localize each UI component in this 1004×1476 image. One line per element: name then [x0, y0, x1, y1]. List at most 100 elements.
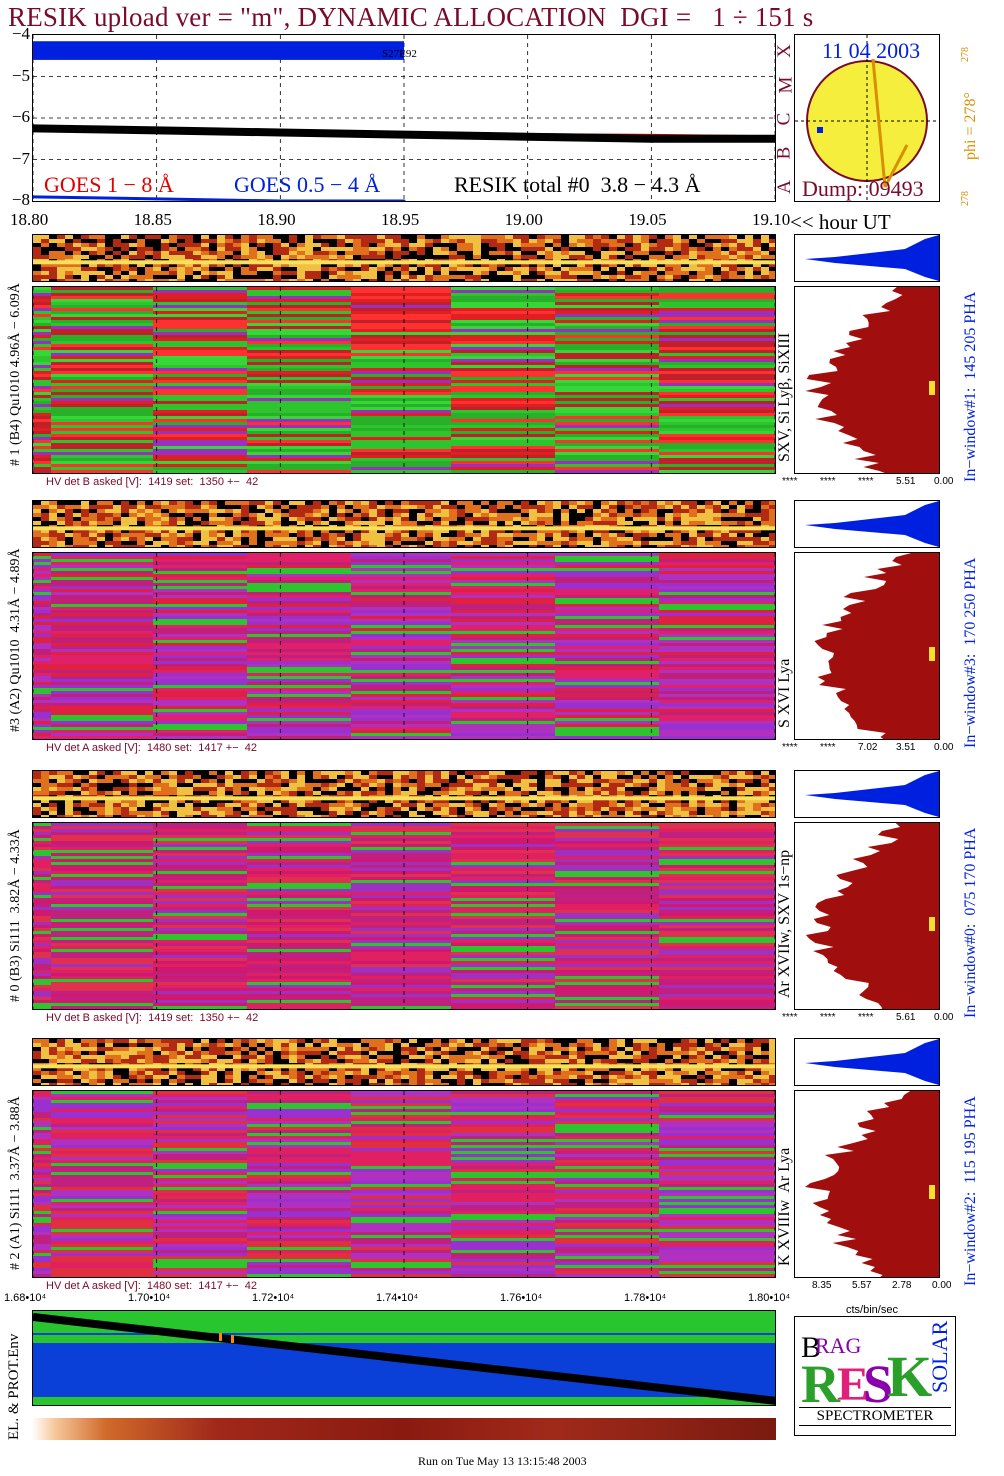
top-strip-cell [41, 521, 49, 525]
top-strip-cell [649, 267, 657, 271]
top-strip-cell [505, 279, 513, 281]
spectrogram-band [555, 335, 659, 338]
spectrogram-band [659, 470, 775, 473]
top-strip-cell [633, 799, 641, 803]
spectrogram-band [351, 589, 451, 592]
top-strip-cell [681, 235, 689, 239]
spectrogram-band [451, 565, 555, 568]
top-strip-cell [33, 779, 41, 783]
spectrogram-band [33, 377, 51, 380]
spectrogram-band [451, 583, 555, 586]
spectrogram-band [247, 446, 351, 449]
spectrogram-band [33, 697, 51, 700]
top-strip-cell [569, 521, 577, 525]
spectrogram-band [555, 892, 659, 895]
top-strip-cell [297, 779, 305, 783]
top-strip-cell [49, 263, 57, 267]
top-strip-cell [97, 545, 105, 547]
top-strip-cell [393, 783, 401, 787]
top-strip-cell [297, 807, 305, 811]
top-strip-cell [585, 267, 593, 271]
spectrogram-band [51, 302, 153, 305]
top-strip-cell [57, 533, 65, 537]
top-strip-cell [649, 251, 657, 255]
top-strip-cell [745, 517, 753, 521]
spectrogram-band [33, 952, 51, 955]
top-strip-cell [49, 501, 57, 505]
spectrogram-band [351, 946, 451, 949]
spectrogram-band [555, 353, 659, 356]
spectrogram-band [659, 694, 775, 697]
top-strip-cell [657, 529, 665, 533]
top-strip-cell [521, 279, 529, 281]
top-strip-cell [553, 783, 561, 787]
spectrogram-band [247, 556, 351, 559]
top-strip-cell [585, 251, 593, 255]
top-strip-cell [361, 775, 369, 779]
top-strip-cell [617, 275, 625, 279]
spectrogram-band [153, 619, 247, 622]
top-strip-cell [249, 537, 257, 541]
top-strip-cell [537, 533, 545, 537]
top-strip-cell [97, 537, 105, 541]
top-strip-cell [89, 263, 97, 267]
spectrogram-band [351, 874, 451, 877]
spectrogram-band [451, 598, 555, 601]
top-strip-cell [57, 811, 65, 815]
spectrogram-band [51, 637, 153, 640]
top-strip-cell [737, 529, 745, 533]
top-strip-cell [129, 787, 137, 791]
top-strip-cell [257, 239, 265, 243]
top-strip-cell [137, 811, 145, 815]
top-strip-cell [497, 521, 505, 525]
spectrogram-band [351, 458, 451, 461]
top-strip-cell [417, 541, 425, 545]
spectrogram-band [351, 293, 451, 296]
top-strip-cell [113, 799, 121, 803]
top-strip-cell [409, 799, 417, 803]
top-strip-cell [185, 247, 193, 251]
spectrogram-band [351, 326, 451, 329]
top-strip-cell [81, 239, 89, 243]
spectrogram-band [555, 658, 659, 661]
top-strip-cell [321, 771, 329, 775]
top-strip-cell [177, 787, 185, 791]
top-strip-cell [657, 811, 665, 815]
top-strip-cell [153, 517, 161, 521]
top-strip-cell [633, 521, 641, 525]
top-strip-cell [633, 235, 641, 239]
top-strip-cell [681, 803, 689, 807]
spectrogram-band [247, 871, 351, 874]
top-strip-cell [73, 513, 81, 517]
top-strip-cell [185, 783, 193, 787]
spectrogram-band [153, 317, 247, 320]
top-strip-cell [81, 255, 89, 259]
top-strip-cell [369, 271, 377, 275]
spectrogram-band [153, 922, 247, 925]
spectrogram-band [451, 628, 555, 631]
pha-axis-label: 0.00 [934, 742, 954, 753]
spectrogram-band [51, 643, 153, 646]
top-strip-cell [521, 505, 529, 509]
top-strip-cell [329, 239, 337, 243]
spectrogram-band [555, 452, 659, 455]
top-strip-cell [169, 775, 177, 779]
top-strip-cell [145, 263, 153, 267]
spectrogram-band [153, 305, 247, 308]
spectrogram-band [247, 568, 351, 571]
top-strip-cell [193, 517, 201, 521]
spectrogram-band [659, 826, 775, 829]
top-strip-cell [361, 783, 369, 787]
top-strip-cell [649, 537, 657, 541]
top-strip-cell [657, 815, 665, 817]
top-strip-cell [633, 775, 641, 779]
top-strip-cell [161, 263, 169, 267]
top-strip-cell [49, 541, 57, 545]
top-strip-cell [553, 505, 561, 509]
spectrogram-band [555, 592, 659, 595]
top-strip-cell [465, 521, 473, 525]
top-strip-cell [313, 771, 321, 775]
spectrogram-band [351, 934, 451, 937]
top-strip-cell [561, 775, 569, 779]
top-strip-cell [201, 791, 209, 795]
